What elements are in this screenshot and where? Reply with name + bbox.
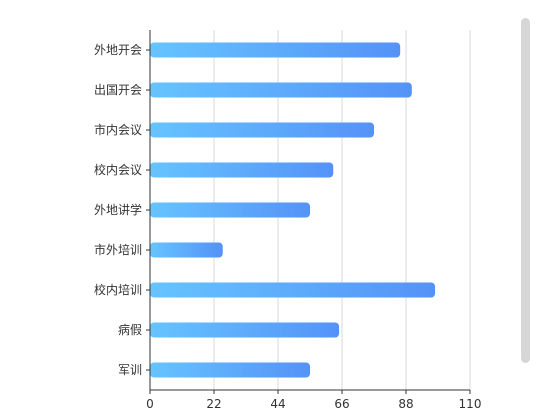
category-label: 市外培训 xyxy=(94,242,142,257)
axes xyxy=(146,30,471,394)
category-label: 市内会议 xyxy=(94,122,142,137)
bar xyxy=(150,362,310,378)
bar xyxy=(150,82,412,98)
category-label: 出国开会 xyxy=(94,83,142,97)
bar xyxy=(150,202,310,218)
x-tick-label: 110 xyxy=(459,397,482,411)
category-label: 校内培训 xyxy=(94,282,142,297)
category-label: 军训 xyxy=(118,363,142,377)
labels: 0 22 44 66 88 110 外地开会出国开会市内会议校内会议外地讲学市外培训校内培训… xyxy=(94,43,481,411)
x-tick-label: 22 xyxy=(206,397,221,411)
x-tick-label: 66 xyxy=(334,397,349,411)
bar xyxy=(150,122,374,138)
x-tick-label: 0 xyxy=(146,397,154,411)
category-label: 病假 xyxy=(118,322,142,337)
x-tick-label: 44 xyxy=(270,397,285,411)
bar xyxy=(150,282,436,298)
bars xyxy=(150,42,436,378)
x-tick-label: 88 xyxy=(398,397,413,411)
bar xyxy=(150,162,334,178)
bar xyxy=(150,42,401,58)
category-label: 外地讲学 xyxy=(94,202,142,217)
bar xyxy=(150,242,223,258)
vertical-scrollbar[interactable] xyxy=(521,18,530,363)
category-label: 校内会议 xyxy=(94,162,142,177)
category-label: 外地开会 xyxy=(94,43,142,57)
bar xyxy=(150,322,340,338)
